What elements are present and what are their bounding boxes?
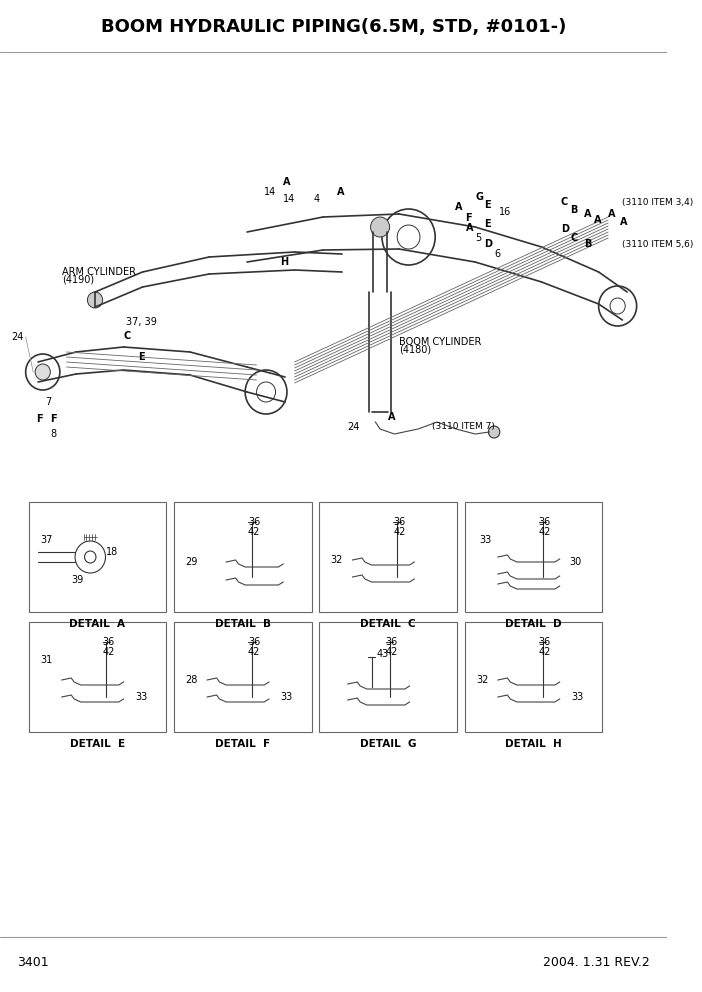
Text: DETAIL  E: DETAIL E [69,739,125,749]
Text: 36: 36 [248,637,260,647]
Circle shape [371,217,390,237]
Text: A: A [584,209,592,219]
Text: 36: 36 [102,637,115,647]
Text: (4190): (4190) [62,275,94,285]
Bar [319,502,457,612]
Text: 42: 42 [538,647,551,657]
Text: 14: 14 [283,194,296,204]
Text: 7: 7 [46,397,52,407]
Text: (3110 ITEM 3,4): (3110 ITEM 3,4) [623,197,694,206]
Circle shape [489,426,500,438]
Text: D: D [484,239,493,249]
Text: 36: 36 [538,637,551,647]
Text: ARM CYLINDER: ARM CYLINDER [62,267,135,277]
Bar [174,622,312,732]
Text: DETAIL  B: DETAIL B [215,619,271,629]
Text: 43: 43 [376,649,388,659]
Text: 42: 42 [386,647,398,657]
Text: F: F [36,414,43,424]
Text: 37, 39: 37, 39 [126,317,157,327]
Text: G: G [475,192,483,202]
Text: 6: 6 [494,249,501,259]
Text: 2004. 1.31 REV.2: 2004. 1.31 REV.2 [543,955,650,968]
Text: (3110 ITEM 7): (3110 ITEM 7) [432,423,495,432]
Text: E: E [484,219,491,229]
Text: 5: 5 [475,233,482,243]
Text: 36: 36 [248,517,260,527]
Text: 36: 36 [386,637,398,647]
Text: 30: 30 [569,557,581,567]
Text: A: A [608,209,616,219]
Bar [29,622,166,732]
Text: 18: 18 [107,547,119,557]
Text: E: E [138,352,145,362]
Text: B: B [570,205,578,215]
Text: 4: 4 [314,194,319,204]
Text: 42: 42 [248,647,260,657]
Text: F: F [51,414,57,424]
Text: 42: 42 [248,527,260,537]
Text: 42: 42 [102,647,115,657]
Bar [319,622,457,732]
Text: 39: 39 [72,575,84,585]
Text: 29: 29 [185,557,198,567]
Text: 42: 42 [538,527,551,537]
Bar [465,502,602,612]
Text: A: A [594,215,602,225]
Circle shape [88,292,102,308]
Text: C: C [561,197,568,207]
Text: A: A [388,412,395,422]
Text: BOOM CYLINDER: BOOM CYLINDER [399,337,482,347]
Text: C: C [570,233,577,243]
Text: 28: 28 [185,675,198,685]
Text: (3110 ITEM 5,6): (3110 ITEM 5,6) [623,239,694,249]
Text: 24: 24 [11,332,24,342]
Text: E: E [484,200,491,210]
Text: C: C [124,331,131,341]
Bar [465,622,602,732]
Text: 33: 33 [280,692,293,702]
Text: 8: 8 [51,429,56,439]
Text: H: H [280,257,289,267]
Text: DETAIL  C: DETAIL C [360,619,416,629]
Text: A: A [338,187,345,197]
Text: D: D [561,224,569,234]
Text: F: F [465,213,472,223]
Text: 16: 16 [499,207,511,217]
Text: 42: 42 [393,527,406,537]
Text: 24: 24 [347,422,359,432]
Text: 36: 36 [393,517,406,527]
Text: 32: 32 [476,675,489,685]
Text: DETAIL  G: DETAIL G [360,739,416,749]
Circle shape [35,364,51,380]
Text: 33: 33 [135,692,147,702]
Text: 33: 33 [479,535,491,545]
Text: A: A [455,202,463,212]
Bar [174,502,312,612]
Text: DETAIL  F: DETAIL F [216,739,270,749]
Text: BOOM HYDRAULIC PIPING(6.5M, STD, #0101-): BOOM HYDRAULIC PIPING(6.5M, STD, #0101-) [101,18,567,36]
Text: A: A [465,223,473,233]
Text: 31: 31 [40,655,52,665]
Text: A: A [620,217,627,227]
Text: 14: 14 [264,187,277,197]
Text: 36: 36 [538,517,551,527]
Text: DETAIL  A: DETAIL A [69,619,126,629]
Text: 32: 32 [331,555,343,565]
Text: A: A [283,177,291,187]
Text: 3401: 3401 [17,955,48,968]
Text: DETAIL  H: DETAIL H [505,739,562,749]
Text: (4180): (4180) [399,345,431,355]
Text: B: B [584,239,592,249]
Text: 33: 33 [571,692,583,702]
Text: DETAIL  D: DETAIL D [505,619,562,629]
Bar [29,502,166,612]
Text: 37: 37 [40,535,52,545]
